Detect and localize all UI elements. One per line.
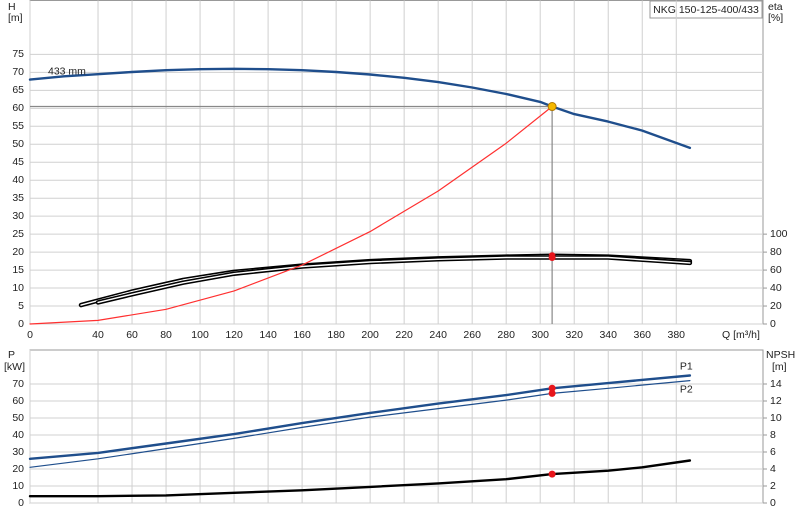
series-line bbox=[28, 459, 692, 498]
series-line bbox=[29, 380, 691, 468]
x-tick-label: 280 bbox=[497, 329, 515, 341]
x-tick-label: 360 bbox=[633, 329, 651, 341]
y-tick-label: 30 bbox=[12, 210, 24, 222]
duty-dot bbox=[548, 389, 556, 397]
y2-tick-label: 14 bbox=[770, 378, 782, 390]
y-tick-label: 40 bbox=[12, 174, 24, 186]
y2-axis-title: eta bbox=[768, 1, 783, 13]
x-tick-label: 300 bbox=[531, 329, 549, 341]
y-tick-label: 25 bbox=[12, 228, 24, 240]
y-tick-label: 60 bbox=[12, 102, 24, 114]
y2-tick-label: 4 bbox=[770, 463, 776, 475]
y-tick-label: 55 bbox=[12, 120, 24, 132]
series-label: 433 mm bbox=[48, 65, 86, 77]
y-tick-label: 50 bbox=[12, 138, 24, 150]
y-tick-label: 50 bbox=[12, 412, 24, 424]
x-tick-label: 60 bbox=[126, 329, 138, 341]
x-tick-label: 0 bbox=[27, 329, 33, 341]
y2-tick-label: 0 bbox=[770, 318, 776, 330]
x-tick-label: 260 bbox=[463, 329, 481, 341]
y-tick-label: 75 bbox=[12, 48, 24, 60]
y-tick-label: 40 bbox=[12, 429, 24, 441]
y2-axis-unit: [%] bbox=[768, 12, 783, 24]
x-tick-label: 380 bbox=[667, 329, 685, 341]
title-box bbox=[649, 0, 763, 19]
y2-tick-label: 12 bbox=[770, 395, 782, 407]
y-tick-label: 30 bbox=[12, 446, 24, 458]
x-tick-label: 100 bbox=[191, 329, 209, 341]
y-tick-label: 5 bbox=[18, 300, 24, 312]
chart-title: NKG 150-125-400/433 bbox=[653, 4, 759, 16]
x-tick-label: 180 bbox=[327, 329, 345, 341]
y-axis-title: P bbox=[8, 349, 15, 361]
duty-point bbox=[547, 102, 557, 112]
y-tick-label: 10 bbox=[12, 282, 24, 294]
series-label: P2 bbox=[680, 383, 693, 395]
y2-tick-label: 2 bbox=[770, 480, 776, 492]
series-line bbox=[28, 374, 692, 460]
y2-tick-label: 8 bbox=[770, 429, 776, 441]
y2-tick-label: 60 bbox=[770, 264, 782, 276]
x-tick-label: 220 bbox=[395, 329, 413, 341]
x-tick-label: 80 bbox=[160, 329, 172, 341]
y-tick-label: 45 bbox=[12, 156, 24, 168]
y-tick-label: 15 bbox=[12, 264, 24, 276]
duty-dot bbox=[548, 384, 556, 392]
x-tick-label: 320 bbox=[565, 329, 583, 341]
y2-tick-label: 0 bbox=[770, 497, 776, 509]
y2-tick-label: 100 bbox=[770, 228, 788, 240]
y2-axis-title: NPSH bbox=[766, 349, 795, 361]
series-label: P1 bbox=[680, 360, 693, 372]
y2-axis-unit: [m] bbox=[772, 361, 787, 373]
y-tick-label: 10 bbox=[12, 480, 24, 492]
duty-dot bbox=[548, 254, 556, 262]
y-axis-unit: [m] bbox=[8, 12, 23, 24]
x-tick-label: 240 bbox=[429, 329, 447, 341]
y-tick-label: 0 bbox=[18, 497, 24, 509]
y-tick-label: 60 bbox=[12, 395, 24, 407]
y2-tick-label: 10 bbox=[770, 412, 782, 424]
y2-tick-label: 80 bbox=[770, 246, 782, 258]
x-tick-label: 40 bbox=[92, 329, 104, 341]
x-tick-label: 340 bbox=[599, 329, 617, 341]
y2-tick-label: 40 bbox=[770, 282, 782, 294]
y-tick-label: 0 bbox=[18, 318, 24, 330]
series-line bbox=[29, 105, 553, 325]
y2-tick-label: 6 bbox=[770, 446, 776, 458]
series-line bbox=[95, 255, 693, 305]
bottom-plot-frame bbox=[29, 349, 764, 504]
x-tick-label: 160 bbox=[293, 329, 311, 341]
y-tick-label: 20 bbox=[12, 246, 24, 258]
x-axis-title: Q [m³/h] bbox=[722, 329, 760, 341]
y2-tick-label: 20 bbox=[770, 300, 782, 312]
y-tick-label: 35 bbox=[12, 192, 24, 204]
x-tick-label: 120 bbox=[225, 329, 243, 341]
y-tick-label: 65 bbox=[12, 84, 24, 96]
y-tick-label: 70 bbox=[12, 66, 24, 78]
x-tick-label: 200 bbox=[361, 329, 379, 341]
y-axis-unit: [kW] bbox=[4, 361, 25, 373]
x-tick-label: 140 bbox=[259, 329, 277, 341]
series-line-inner bbox=[97, 256, 691, 304]
y-tick-label: 70 bbox=[12, 378, 24, 390]
duty-dot bbox=[548, 470, 556, 478]
y-axis-title: H bbox=[8, 1, 16, 13]
y-tick-label: 20 bbox=[12, 463, 24, 475]
series-line bbox=[28, 67, 692, 150]
